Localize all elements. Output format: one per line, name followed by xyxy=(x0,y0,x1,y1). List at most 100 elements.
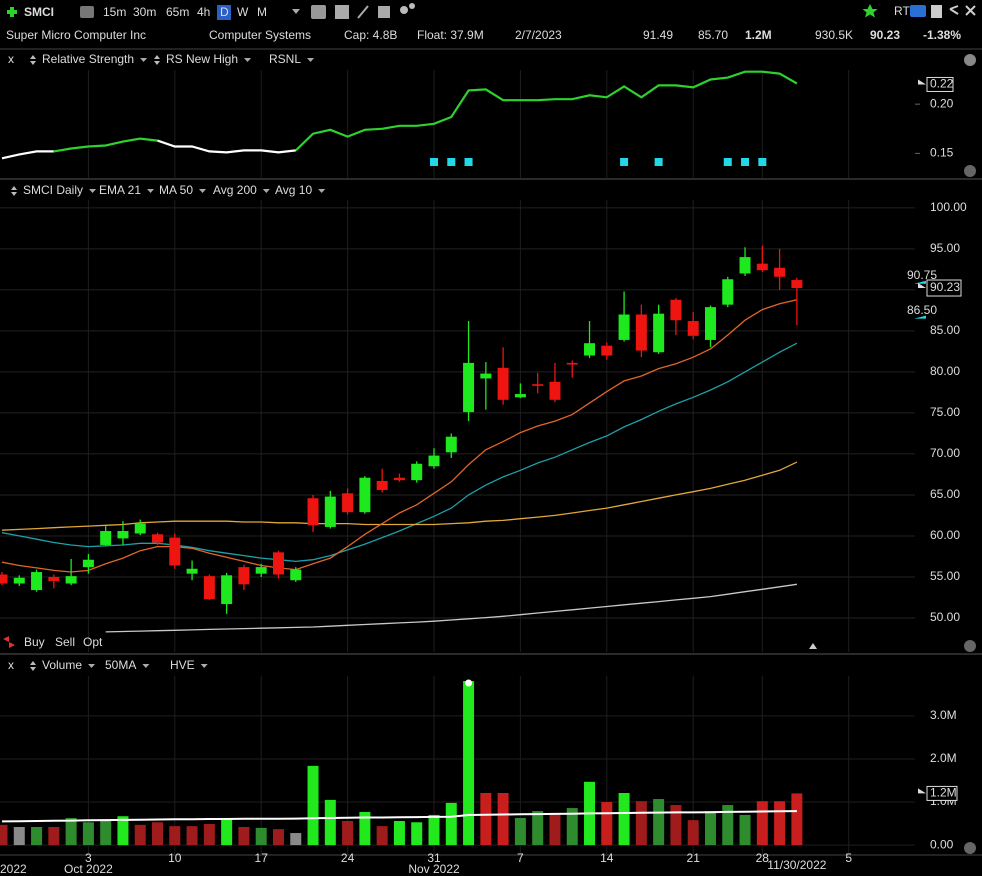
candle-body xyxy=(31,572,43,591)
dropdown-caret[interactable] xyxy=(88,664,96,668)
legend-item[interactable]: RSNL xyxy=(269,52,301,66)
icon[interactable] xyxy=(335,5,349,19)
icon[interactable] xyxy=(378,6,390,18)
timeframe[interactable]: 15m xyxy=(103,5,126,19)
volume-bar xyxy=(272,829,284,846)
icon[interactable] xyxy=(292,9,300,14)
candle-body xyxy=(428,455,440,467)
reorder-icon[interactable] xyxy=(30,55,36,65)
dropdown-caret[interactable] xyxy=(262,189,270,193)
x-month-label: Nov 2022 xyxy=(408,862,460,876)
industry: Computer Systems xyxy=(209,28,311,42)
candle-body xyxy=(376,480,388,491)
volume-bar xyxy=(445,802,457,846)
trade-button[interactable]: Sell xyxy=(55,635,75,649)
x-tick-label: 7 xyxy=(517,851,524,865)
close-button[interactable]: x xyxy=(8,52,14,66)
dropdown-caret[interactable] xyxy=(200,664,208,668)
dropdown-caret[interactable] xyxy=(307,58,315,62)
candle-body xyxy=(169,537,181,566)
dropdown-caret[interactable] xyxy=(147,189,155,193)
close-button[interactable]: x xyxy=(8,658,14,672)
scroll-up[interactable] xyxy=(809,643,817,649)
legend-item[interactable]: HVE xyxy=(170,658,195,672)
reorder-icon[interactable] xyxy=(154,55,160,65)
candle-body xyxy=(203,576,215,600)
y-tick-label: 75.00 xyxy=(930,405,960,419)
timeframe[interactable]: 30m xyxy=(133,5,156,19)
candle-body xyxy=(152,534,164,543)
moving-average xyxy=(1,461,798,531)
legend-item[interactable]: Relative Strength xyxy=(42,52,134,66)
legend-item[interactable]: Avg 10 xyxy=(275,183,312,197)
legend-item[interactable]: MA 50 xyxy=(159,183,193,197)
symbol[interactable]: SMCI xyxy=(24,5,54,19)
icon[interactable] xyxy=(949,5,959,15)
dropdown-caret[interactable] xyxy=(140,58,148,62)
timeframe[interactable]: D xyxy=(220,5,229,19)
icon[interactable] xyxy=(409,3,415,9)
volume-bar xyxy=(411,822,423,846)
legend-item[interactable]: EMA 21 xyxy=(99,183,141,197)
scroll-button[interactable] xyxy=(964,165,976,177)
y-tick-label: 0.00 xyxy=(930,837,954,851)
legend-item[interactable]: Volume xyxy=(42,658,82,672)
timeframe[interactable]: 65m xyxy=(166,5,189,19)
y-tick-label: 85.00 xyxy=(930,323,960,337)
icon[interactable] xyxy=(311,5,326,19)
rs-new-high-marker xyxy=(758,158,767,166)
legend-item[interactable]: Avg 200 xyxy=(213,183,257,197)
candle-body xyxy=(324,496,336,527)
icon[interactable] xyxy=(862,4,878,18)
y-tick-label: 60.00 xyxy=(930,528,960,542)
dropdown-caret[interactable] xyxy=(142,664,150,668)
trade-icon[interactable] xyxy=(3,636,15,648)
candle-body xyxy=(618,314,630,340)
volume-bar xyxy=(774,801,786,846)
timeframe[interactable]: M xyxy=(257,5,267,19)
legend-item[interactable]: 50MA xyxy=(105,658,136,672)
trade-button[interactable]: Opt xyxy=(83,635,103,649)
candle-body xyxy=(687,321,699,336)
settings-icon[interactable] xyxy=(964,54,976,66)
close-icon[interactable] xyxy=(965,5,976,16)
icon[interactable] xyxy=(931,5,942,18)
rs-new-high-marker xyxy=(447,158,456,166)
volume-bar xyxy=(186,826,198,846)
scroll-button[interactable] xyxy=(964,640,976,652)
scroll-button[interactable] xyxy=(964,842,976,854)
y-tick-label: 80.00 xyxy=(930,364,960,378)
legend-item[interactable]: RS New High xyxy=(166,52,238,66)
y-tick-label: 3.0M xyxy=(930,708,957,722)
icon[interactable] xyxy=(357,5,369,19)
volume-bar xyxy=(13,827,25,846)
icon[interactable] xyxy=(910,5,926,17)
add-icon[interactable] xyxy=(7,7,17,17)
timeframe[interactable]: W xyxy=(237,5,249,19)
dropdown-caret[interactable] xyxy=(199,189,207,193)
x-tick-label: 21 xyxy=(687,851,701,865)
dropdown-caret[interactable] xyxy=(89,189,97,193)
rt-badge[interactable]: RT xyxy=(894,4,910,18)
icon[interactable] xyxy=(80,6,94,18)
dropdown-caret[interactable] xyxy=(244,58,252,62)
legend-item[interactable]: SMCI Daily xyxy=(23,183,83,197)
reorder-icon[interactable] xyxy=(30,661,36,671)
trade-button[interactable]: Buy xyxy=(24,635,45,649)
dropdown-caret[interactable] xyxy=(318,189,326,193)
candle-body xyxy=(791,280,803,289)
last-value-box xyxy=(926,76,954,92)
volume-bar xyxy=(203,823,215,846)
change: -1.38% xyxy=(923,28,961,42)
active-timeframe[interactable] xyxy=(217,5,231,20)
y-tick-label: 65.00 xyxy=(930,487,960,501)
candle-body xyxy=(13,577,25,584)
volume-bar xyxy=(221,817,233,846)
candle-body xyxy=(393,477,405,481)
icon[interactable] xyxy=(400,6,408,14)
reorder-icon[interactable] xyxy=(11,186,17,196)
price-marker-label: 90.75 xyxy=(907,268,937,282)
rs-new-high-marker xyxy=(723,158,732,166)
timeframe[interactable]: 4h xyxy=(197,5,210,19)
